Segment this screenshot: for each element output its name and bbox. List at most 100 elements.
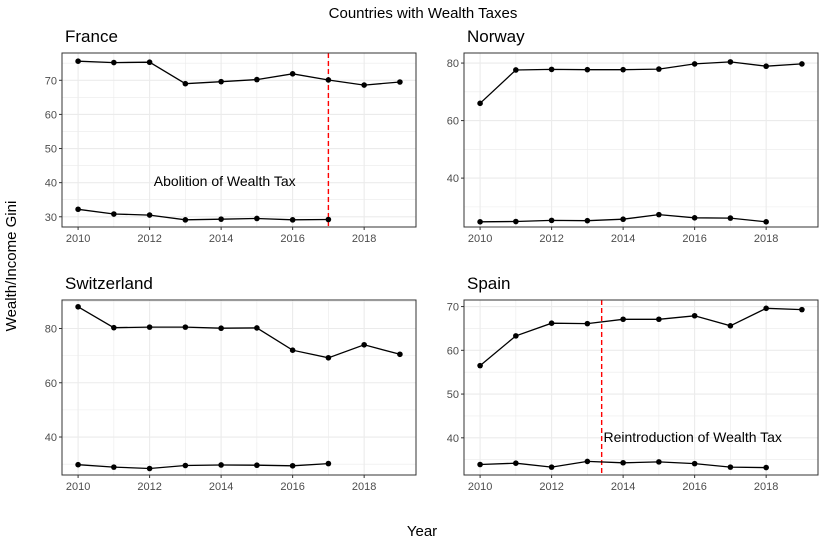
- data-point: [218, 462, 224, 468]
- y-tick-label: 70: [45, 75, 57, 87]
- x-tick-label: 2014: [611, 481, 635, 493]
- x-tick-label: 2010: [66, 233, 90, 245]
- data-point: [656, 211, 662, 218]
- data-point: [691, 312, 698, 319]
- panel-title: Spain: [467, 274, 510, 293]
- panel-title: France: [65, 27, 118, 46]
- plot-background: [62, 300, 416, 475]
- data-point: [477, 362, 483, 369]
- data-point: [513, 218, 519, 225]
- data-point: [477, 219, 483, 225]
- y-tick-label: 30: [45, 212, 57, 224]
- series-line-1: [77, 306, 401, 359]
- x-tick-label: 2016: [682, 481, 706, 493]
- data-point: [584, 320, 591, 327]
- data-point: [584, 217, 591, 224]
- data-point: [325, 216, 332, 223]
- data-point: [799, 306, 805, 313]
- data-point: [727, 464, 734, 470]
- data-point: [584, 458, 591, 465]
- data-point: [75, 461, 81, 468]
- data-point: [182, 80, 189, 87]
- x-tick-label: 2014: [209, 481, 233, 493]
- data-point: [254, 325, 260, 331]
- data-point: [218, 216, 224, 222]
- series-line-2: [78, 208, 329, 221]
- data-point: [548, 217, 555, 224]
- data-point: [218, 325, 224, 332]
- data-point: [254, 462, 260, 469]
- y-tick-label: 60: [447, 116, 459, 128]
- data-point: [727, 215, 734, 221]
- data-point: [111, 324, 117, 331]
- y-tick-label: 70: [447, 302, 459, 314]
- panel-spain: Spain 2010 2012 2014 2016 2018 40 50 60 70 Reintro…: [447, 274, 819, 493]
- x-tick-label: 2016: [280, 233, 304, 245]
- data-point: [75, 206, 81, 213]
- plot-background: [464, 53, 818, 227]
- x-axis-title: Year: [407, 523, 437, 539]
- x-tick-label: 2012: [539, 233, 563, 245]
- data-point: [75, 303, 81, 310]
- data-point: [361, 82, 367, 88]
- series-line-1: [479, 307, 802, 367]
- data-point: [691, 460, 698, 467]
- x-tick-label: 2014: [209, 233, 233, 245]
- data-point: [763, 219, 769, 225]
- x-tick-label: 2012: [539, 481, 563, 493]
- data-point: [763, 464, 769, 471]
- panel-france: France 2010 2012 2014 2016 2018 30 40 50 60 70 Abol…: [45, 27, 417, 245]
- x-tick-label: 2018: [352, 481, 376, 493]
- annotation-label: Reintroduction of Wealth Tax: [603, 429, 781, 445]
- data-point: [182, 462, 189, 469]
- series-line-1: [78, 60, 400, 86]
- data-point: [361, 341, 367, 348]
- panel-norway: Norway 2010 2012 2014 2016 2018 40 60 80: [447, 27, 819, 245]
- data-point: [146, 324, 153, 330]
- data-point: [763, 305, 769, 312]
- data-point: [182, 217, 189, 223]
- data-point: [325, 354, 332, 361]
- y-tick-label: 40: [45, 432, 57, 444]
- data-point: [548, 464, 555, 470]
- chart-title: Countries with Wealth Taxes: [329, 5, 518, 22]
- data-point: [799, 61, 805, 67]
- y-tick-label: 80: [447, 58, 459, 70]
- data-point: [146, 212, 153, 218]
- y-tick-label: 40: [447, 433, 459, 445]
- panel-title: Switzerland: [65, 274, 153, 293]
- panel-border: [463, 299, 819, 476]
- data-point: [727, 323, 734, 329]
- x-tick-label: 2016: [280, 481, 304, 493]
- series-line-2: [78, 462, 329, 470]
- y-tick-label: 80: [45, 323, 57, 335]
- x-tick-label: 2018: [352, 233, 376, 245]
- data-point: [289, 71, 296, 77]
- plot-background: [464, 300, 818, 475]
- data-point: [477, 461, 483, 468]
- data-point: [691, 214, 698, 221]
- data-point: [656, 66, 662, 72]
- x-tick-label: 2010: [66, 481, 90, 493]
- x-tick-label: 2016: [682, 233, 706, 245]
- x-tick-label: 2010: [468, 233, 492, 245]
- x-tick-label: 2012: [137, 481, 161, 493]
- data-point: [727, 59, 734, 65]
- data-point: [620, 66, 626, 73]
- data-point: [111, 59, 117, 66]
- y-tick-label: 40: [447, 173, 459, 185]
- data-point: [325, 460, 332, 467]
- data-point: [548, 320, 555, 326]
- data-point: [620, 316, 626, 323]
- x-tick-label: 2018: [754, 233, 778, 245]
- plot-background: [62, 53, 416, 227]
- data-point: [111, 211, 117, 217]
- y-tick-label: 60: [45, 109, 57, 121]
- data-point: [584, 66, 591, 73]
- data-point: [620, 216, 626, 223]
- panel-switzerland: Switzerland 2010 2012 2014 2016 2018 40 60 80: [45, 274, 417, 493]
- data-point: [513, 460, 519, 466]
- y-axis-title: Wealth/Income Gini: [3, 201, 20, 332]
- data-point: [397, 79, 403, 85]
